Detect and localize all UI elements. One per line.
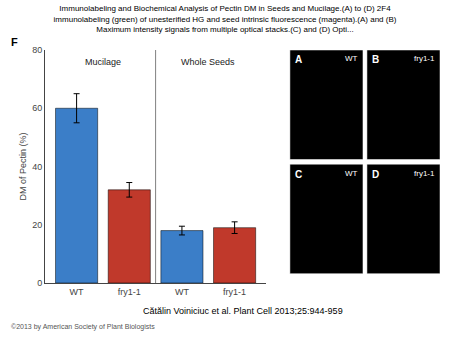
svg-text:60: 60 <box>32 103 42 113</box>
svg-text:WT: WT <box>175 287 189 297</box>
svg-text:WT: WT <box>70 287 84 297</box>
svg-text:Cătălin Voiniciuc et al. Plant: Cătălin Voiniciuc et al. Plant Cell 2013… <box>143 306 343 316</box>
svg-text:DM of Pectin (%): DM of Pectin (%) <box>18 132 28 200</box>
svg-text:©2013 by American Society of P: ©2013 by American Society of Plant Biolo… <box>11 323 155 331</box>
svg-text:WT: WT <box>345 54 358 63</box>
svg-text:0: 0 <box>37 278 42 288</box>
svg-text:D: D <box>372 169 379 180</box>
svg-text:B: B <box>372 54 379 65</box>
svg-text:Mucilage: Mucilage <box>85 57 121 67</box>
svg-text:20: 20 <box>32 220 42 230</box>
svg-text:Immunolabeling and Biochemical: Immunolabeling and Biochemical Analysis … <box>54 4 397 34</box>
svg-text:80: 80 <box>32 45 42 55</box>
svg-text:C: C <box>295 169 302 180</box>
svg-text:fry1-1: fry1-1 <box>118 287 141 297</box>
svg-text:40: 40 <box>32 162 42 172</box>
svg-text:fry1-1: fry1-1 <box>223 287 246 297</box>
svg-text:WT: WT <box>345 169 358 178</box>
svg-text:fry1-1: fry1-1 <box>414 54 435 63</box>
svg-text:Whole Seeds: Whole Seeds <box>181 57 235 67</box>
svg-text:F: F <box>11 36 18 48</box>
svg-text:A: A <box>295 54 302 65</box>
svg-text:fry1-1: fry1-1 <box>414 169 435 178</box>
